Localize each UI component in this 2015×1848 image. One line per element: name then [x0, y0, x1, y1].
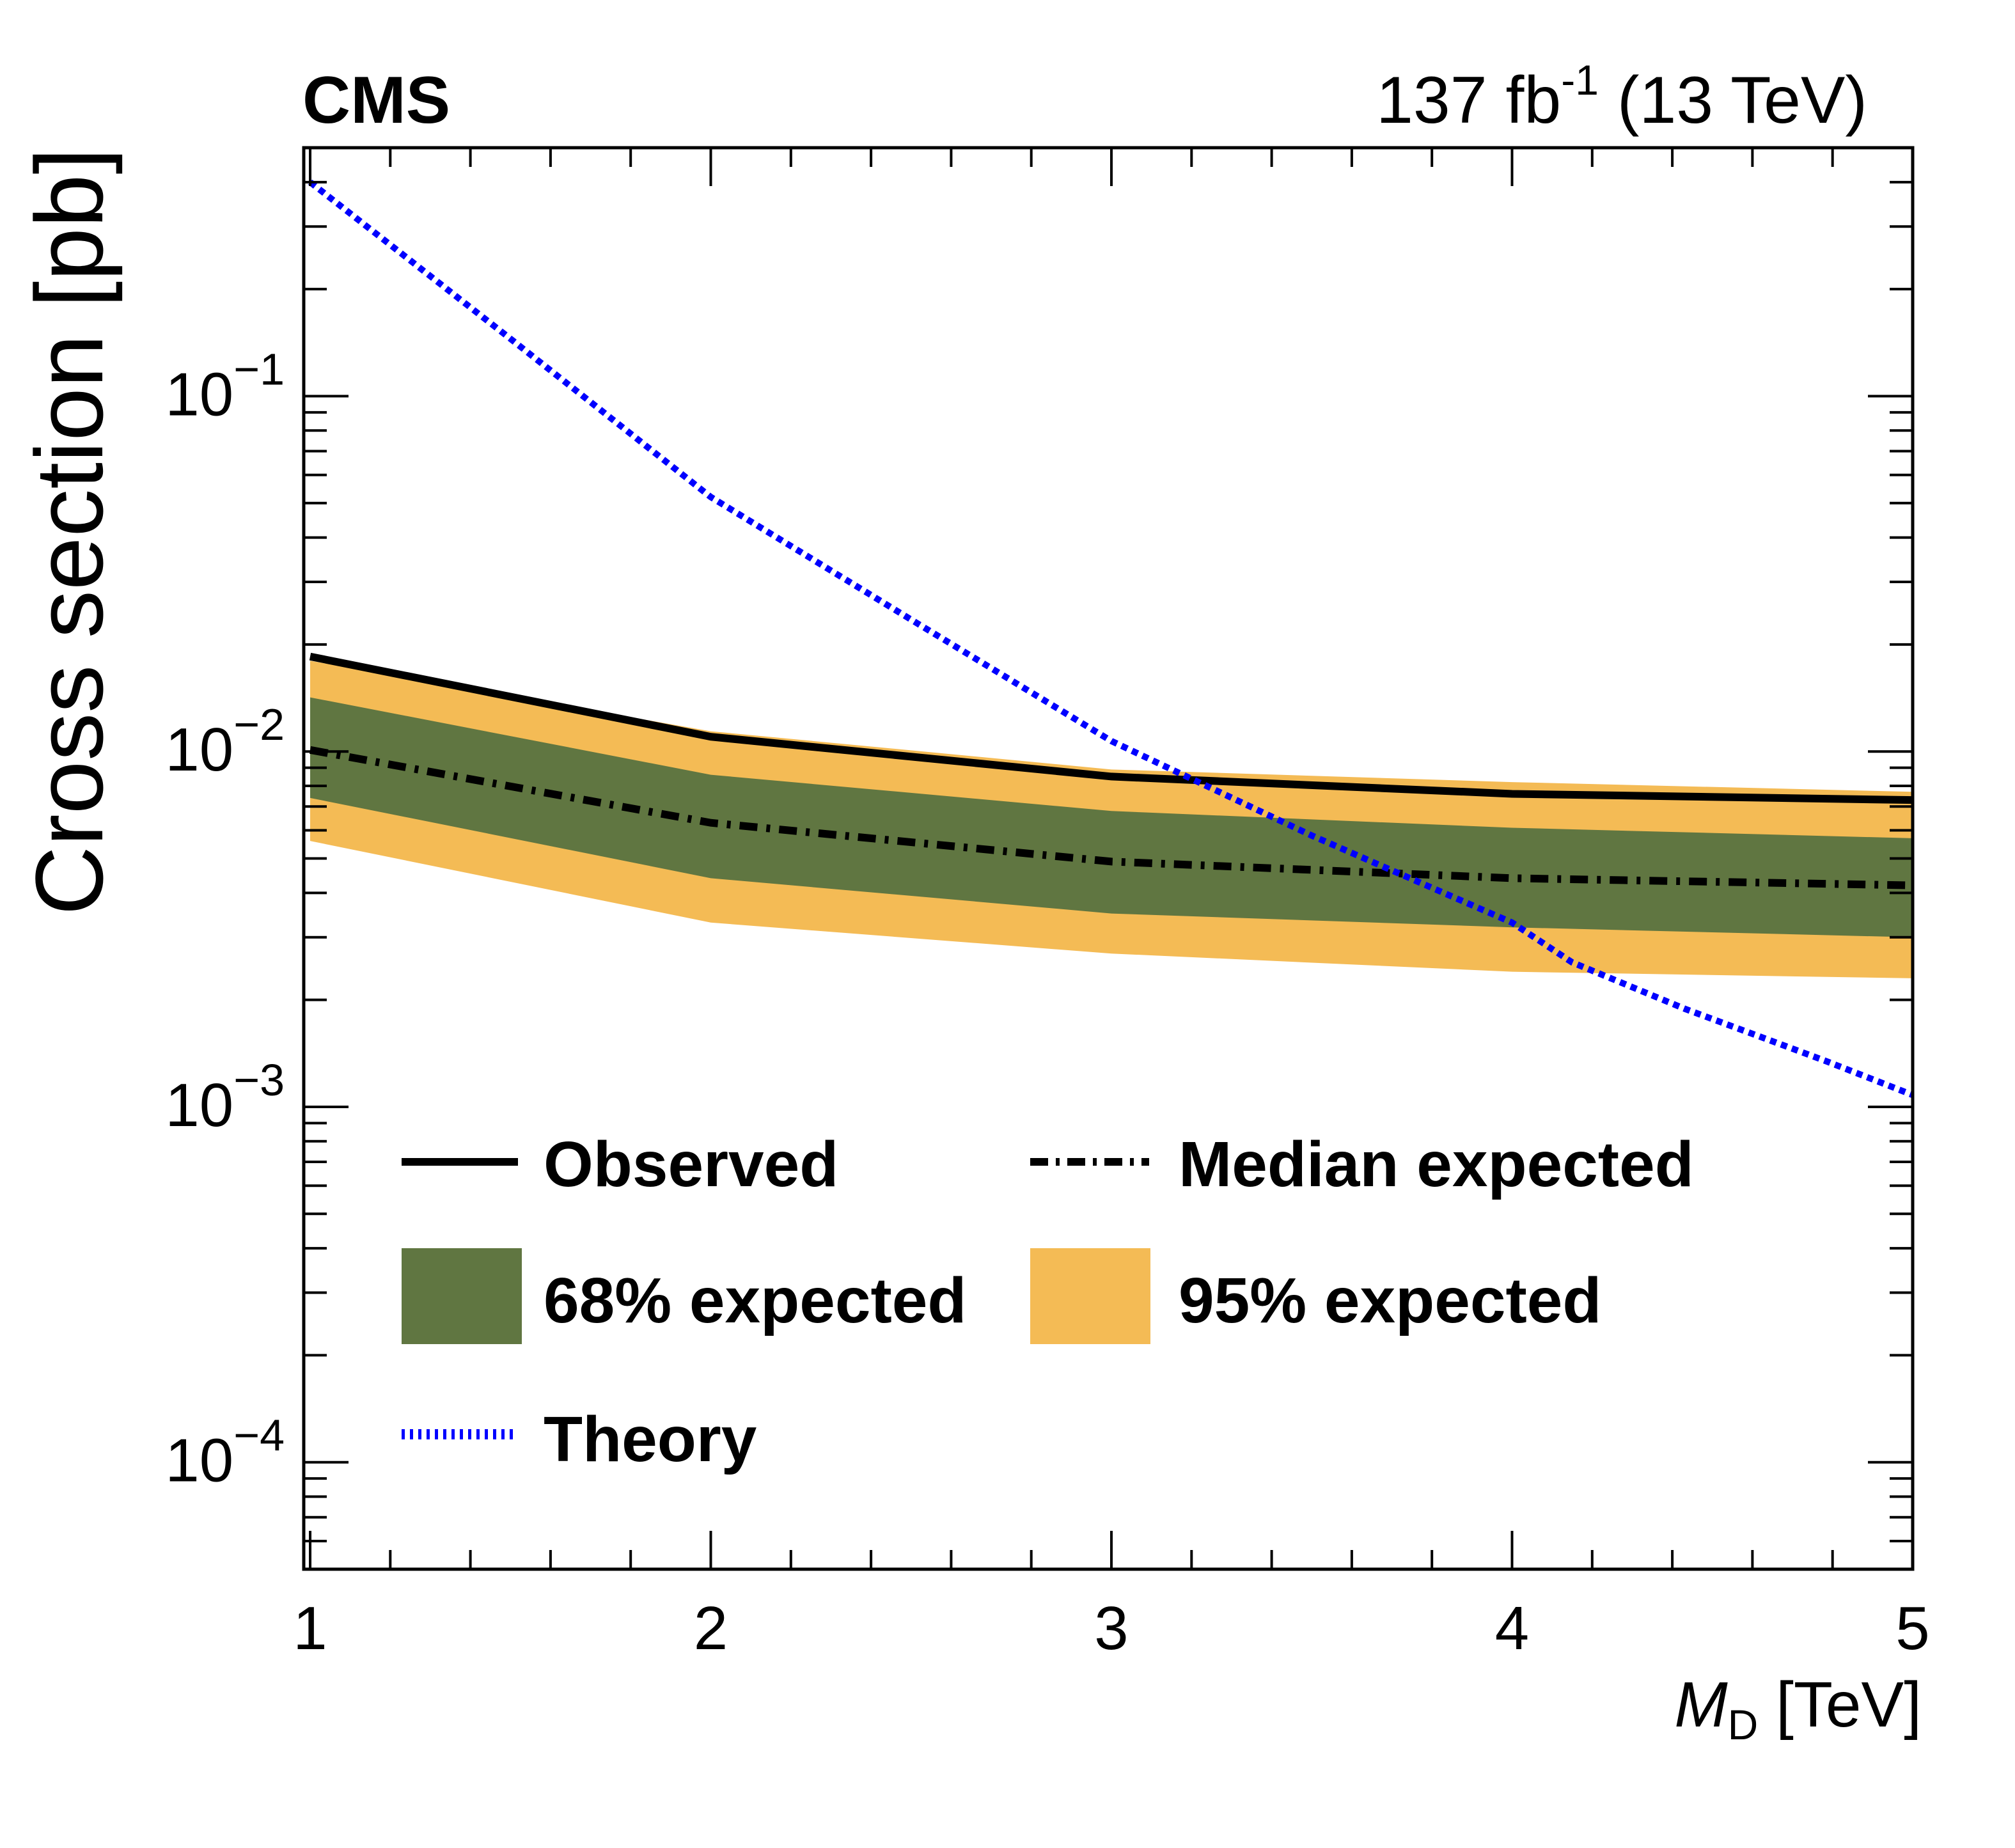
y-tick-base: 10: [165, 716, 233, 784]
lumi-exponent: -1: [1561, 56, 1599, 104]
y-tick-label: 10−3: [165, 1055, 285, 1139]
y-tick-exponent: −2: [233, 700, 285, 749]
lumi-label: 137 fb-1 (13 TeV): [1376, 56, 1867, 137]
x-axis-unit: [TeV]: [1776, 1669, 1922, 1741]
y-tick-label: 10−4: [165, 1411, 285, 1495]
y-tick-base: 10: [165, 1427, 233, 1495]
band-68-expected: [310, 697, 1913, 937]
legend-95-label: 95% expected: [1179, 1265, 1601, 1336]
x-axis-symbol: M: [1674, 1669, 1728, 1741]
y-tick-base: 10: [165, 1071, 233, 1139]
y-tick-label: 10−2: [165, 700, 285, 784]
tick-labels: 1 2 3 4 510−110−210−310−4: [165, 344, 1929, 1663]
legend-theory-label: Theory: [544, 1404, 757, 1475]
ticks: [304, 146, 1914, 1570]
plot-area: [308, 179, 1914, 1099]
legend-median-label: Median expected: [1179, 1129, 1694, 1200]
y-tick-exponent: −4: [233, 1411, 285, 1460]
theory-line: [308, 179, 1914, 1099]
y-axis-title: Cross section [pb]: [15, 148, 123, 916]
x-tick-label: 5: [1895, 1594, 1929, 1663]
experiment-label: CMS: [302, 63, 450, 137]
legend-95-swatch: [1030, 1248, 1150, 1344]
energy-value: (13 TeV): [1617, 63, 1867, 137]
x-axis-subscript: D: [1728, 1701, 1759, 1748]
x-tick-label: 4: [1495, 1594, 1529, 1663]
y-tick-label: 10−1: [165, 344, 285, 428]
legend-68-swatch: [402, 1248, 522, 1344]
y-tick-exponent: −1: [233, 344, 285, 394]
legend: Observed Median expected 68% expected 95…: [402, 1129, 1694, 1475]
y-tick-exponent: −3: [233, 1055, 285, 1105]
median-expected-line: [309, 746, 1913, 889]
x-tick-label: 2: [694, 1594, 728, 1663]
x-tick-label: 1: [293, 1594, 327, 1663]
legend-observed-label: Observed: [544, 1129, 838, 1200]
observed-line: [309, 652, 1913, 804]
legend-68-label: 68% expected: [544, 1265, 966, 1336]
x-tick-label: 3: [1094, 1594, 1128, 1663]
x-axis-title: MD [TeV]: [1674, 1669, 1922, 1748]
y-tick-base: 10: [165, 360, 233, 428]
lumi-value: 137 fb: [1376, 63, 1561, 137]
